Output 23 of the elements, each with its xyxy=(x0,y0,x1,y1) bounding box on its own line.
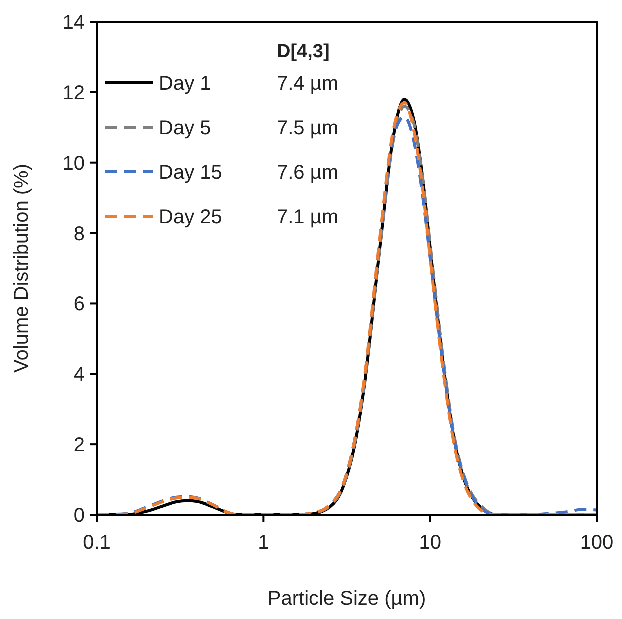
annotation: 7.1 µm xyxy=(277,206,339,228)
y-tick-label: 6 xyxy=(74,294,85,316)
y-tick-label: 4 xyxy=(74,364,85,386)
x-tick-label: 1 xyxy=(258,532,270,554)
annotation: D[4,3] xyxy=(277,42,330,62)
x-tick-label: 10 xyxy=(419,532,442,554)
x-axis-title: Particle Size (µm) xyxy=(268,588,426,610)
legend-label: Day 25 xyxy=(159,206,222,228)
y-tick-label: 2 xyxy=(74,434,85,457)
y-tick-label: 0 xyxy=(74,505,85,527)
annotation: 7.4 µm xyxy=(277,73,339,95)
x-tick-label: 0.1 xyxy=(83,532,111,554)
legend-label: Day 15 xyxy=(159,162,222,184)
legend-label: Day 1 xyxy=(159,73,212,95)
x-tick-label: 100 xyxy=(580,532,614,554)
y-tick-label: 8 xyxy=(74,223,85,246)
y-tick-label: 14 xyxy=(62,12,85,34)
annotation: 7.5 µm xyxy=(277,118,339,140)
y-tick-label: 10 xyxy=(62,152,85,175)
legend-label: Day 5 xyxy=(159,118,212,140)
y-tick-label: 12 xyxy=(62,82,85,104)
annotation: 7.6 µm xyxy=(277,162,339,184)
y-axis-title: Volume Distribution (%) xyxy=(11,164,33,373)
